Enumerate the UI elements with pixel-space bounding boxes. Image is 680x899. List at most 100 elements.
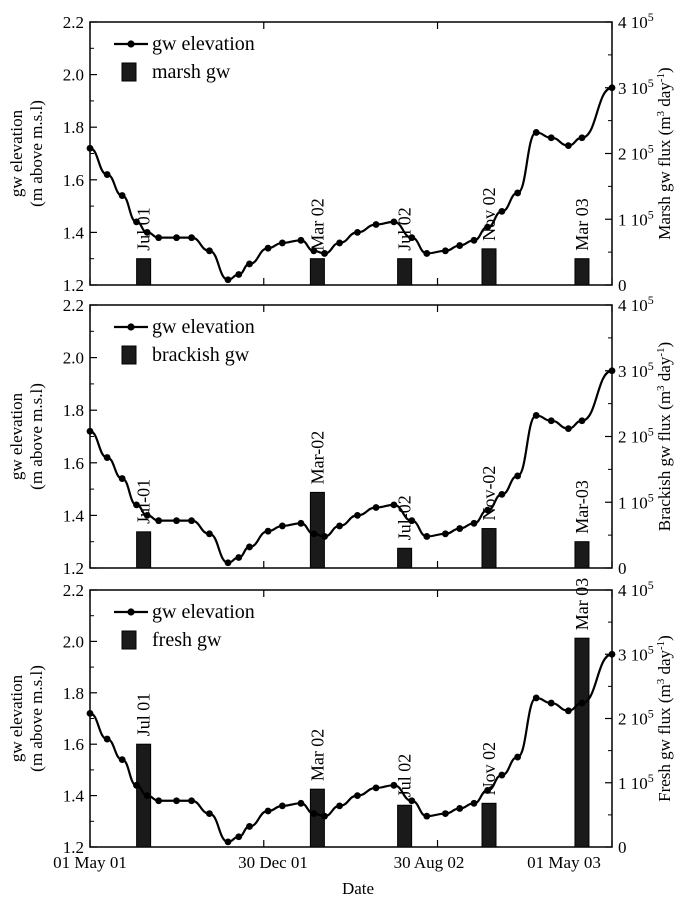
- right-axis-title: Fresh gw flux (m3 day-1): [655, 635, 674, 802]
- right-tick-label: 0: [618, 276, 627, 295]
- bar-date-label: Nov 02: [479, 187, 499, 240]
- gw-elevation-point: [321, 250, 328, 257]
- gw-elevation-point: [408, 517, 416, 525]
- right-axis-title-sup: 3: [655, 385, 667, 391]
- x-tick-label: 01 May 01: [53, 853, 127, 872]
- bar-date-label: Mar-03: [572, 480, 592, 534]
- right-tick-exponent: 5: [648, 293, 654, 307]
- left-axis-title: gw elevation: [7, 109, 26, 197]
- bar-date-label: Mar 02: [307, 198, 327, 251]
- right-tick-base: 0: [618, 276, 627, 295]
- gw-elevation-point: [310, 530, 318, 538]
- gw-elevation-line: [89, 653, 613, 843]
- left-axis-title: (m above m.s.l): [27, 665, 46, 772]
- right-tick-label: 3 105: [618, 642, 654, 664]
- gw-elevation-point: [297, 236, 305, 244]
- right-tick-exponent: 5: [648, 10, 654, 24]
- gw-elevation-point: [423, 812, 431, 820]
- gw-elevation-point: [336, 239, 343, 247]
- gw-elevation-point: [103, 454, 111, 461]
- gw-elevation-point: [578, 417, 586, 425]
- gw-elevation-point: [564, 425, 572, 433]
- right-tick-label: 1 105: [618, 771, 654, 793]
- left-tick-label: 1.8: [63, 684, 84, 703]
- right-tick-exponent: 5: [648, 207, 654, 221]
- left-tick-label: 1.8: [63, 401, 84, 420]
- legend-label: gw elevation: [152, 33, 255, 55]
- right-tick-base: 4 10: [618, 13, 648, 32]
- flux-bar: [397, 547, 413, 569]
- gw-elevation-point: [547, 134, 555, 142]
- right-tick-exponent: 5: [648, 425, 654, 439]
- left-tick-label: 1.8: [63, 118, 84, 137]
- x-tick-label: 01 May 03: [527, 853, 601, 872]
- gw-elevation-point: [608, 367, 616, 375]
- gw-elevation-point: [118, 475, 126, 482]
- gw-elevation-point: [456, 242, 464, 249]
- flux-bar: [136, 531, 152, 569]
- bar-date-label: Jul 02: [395, 207, 415, 251]
- legend-label: fresh gw: [152, 629, 222, 651]
- right-axis-title-part: day: [655, 356, 674, 385]
- bar-date-label: Jul 02: [395, 754, 415, 798]
- gw-elevation-point: [310, 247, 318, 255]
- gw-elevation-point: [608, 650, 616, 658]
- gw-elevation-point: [578, 134, 586, 142]
- legend-label: brackish gw: [152, 344, 250, 366]
- flux-bar: [574, 637, 590, 848]
- left-tick-label: 1.6: [63, 454, 84, 473]
- right-axis-title-sup: -1: [655, 641, 667, 650]
- bar-date-label: Mar 02: [307, 729, 327, 782]
- right-tick-label: 2 105: [618, 142, 654, 164]
- gw-elevation-point: [143, 792, 151, 799]
- legend-point-swatch: [127, 40, 135, 48]
- gw-elevation-point: [484, 506, 491, 514]
- gw-elevation-point: [470, 236, 478, 244]
- flux-bar: [481, 528, 497, 569]
- right-tick-label: 3 105: [618, 359, 654, 381]
- gw-elevation-point: [86, 427, 94, 435]
- gw-elevation-point: [564, 142, 572, 150]
- left-axis-title: (m above m.s.l): [27, 383, 46, 490]
- left-axis-title: gw elevation: [7, 674, 26, 762]
- right-tick-label: 4 105: [618, 293, 654, 315]
- gw-elevation-point: [143, 512, 151, 519]
- gw-elevation-point: [484, 223, 491, 231]
- gw-elevation-point: [155, 517, 163, 525]
- gw-elevation-point: [133, 501, 140, 509]
- left-axis-title: gw elevation: [7, 392, 26, 480]
- bar-date-label: Jul 01: [134, 693, 154, 737]
- gw-elevation-point: [246, 260, 253, 268]
- gw-elevation-point: [155, 797, 163, 805]
- gw-elevation-point: [514, 753, 522, 761]
- gw-elevation-point: [235, 554, 243, 561]
- gw-elevation-point: [235, 833, 243, 841]
- legend-point-swatch: [127, 608, 135, 616]
- right-tick-exponent: 5: [648, 578, 654, 592]
- right-tick-base: 1 10: [618, 493, 648, 512]
- left-tick-label: 1.4: [63, 223, 85, 242]
- right-tick-label: 3 105: [618, 76, 654, 98]
- right-axis-title: Marsh gw flux (m3 day-1): [655, 67, 674, 239]
- gw-elevation-point: [321, 812, 328, 820]
- gw-elevation-point: [264, 244, 272, 252]
- gw-elevation-line: [89, 86, 613, 281]
- gw-elevation-point: [390, 501, 398, 509]
- bar-date-label: Mar 03: [572, 198, 592, 251]
- gw-elevation-point: [143, 229, 151, 236]
- gw-elevation-point: [390, 218, 398, 226]
- right-tick-base: 3 10: [618, 79, 648, 98]
- bar-date-label: Nov-02: [479, 466, 499, 521]
- right-tick-base: 3 10: [618, 645, 648, 664]
- gw-elevation-point: [564, 707, 572, 715]
- gw-elevation-point: [103, 171, 111, 178]
- right-axis-title-part: ): [655, 67, 674, 73]
- flux-bar: [397, 258, 413, 286]
- gw-elevation-point: [470, 519, 478, 527]
- gw-elevation-point: [408, 797, 416, 805]
- legend-label: gw elevation: [152, 316, 255, 338]
- gw-elevation-point: [372, 221, 380, 228]
